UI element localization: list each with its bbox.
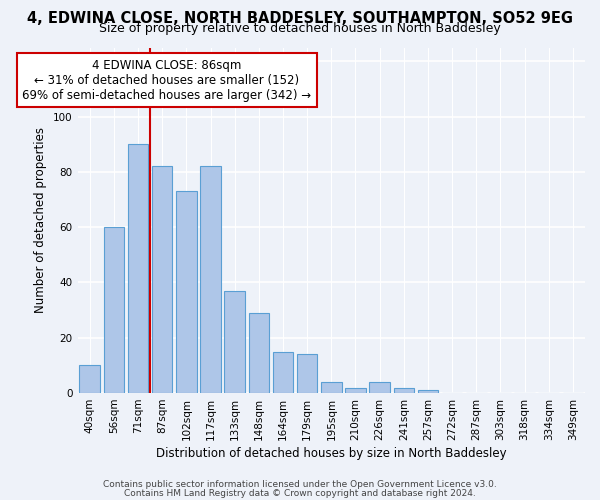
Text: Contains public sector information licensed under the Open Government Licence v3: Contains public sector information licen… (103, 480, 497, 489)
Bar (152, 166, 172, 393)
Bar (104, 227, 124, 393)
Text: 4, EDWINA CLOSE, NORTH BADDESLEY, SOUTHAMPTON, SO52 9EG: 4, EDWINA CLOSE, NORTH BADDESLEY, SOUTHA… (27, 11, 573, 26)
Text: 4 EDWINA CLOSE: 86sqm
← 31% of detached houses are smaller (152)
69% of semi-det: 4 EDWINA CLOSE: 86sqm ← 31% of detached … (22, 58, 311, 102)
Bar (394, 388, 414, 393)
X-axis label: Distribution of detached houses by size in North Baddesley: Distribution of detached houses by size … (156, 447, 506, 460)
Bar (224, 291, 245, 393)
Bar (273, 352, 293, 393)
Bar (176, 192, 197, 393)
Text: Size of property relative to detached houses in North Baddesley: Size of property relative to detached ho… (99, 22, 501, 35)
Y-axis label: Number of detached properties: Number of detached properties (34, 128, 47, 314)
Bar (345, 388, 366, 393)
Bar (79, 366, 100, 393)
Text: Contains HM Land Registry data © Crown copyright and database right 2024.: Contains HM Land Registry data © Crown c… (124, 488, 476, 498)
Bar (128, 144, 148, 393)
Bar (248, 313, 269, 393)
Bar (200, 166, 221, 393)
Bar (418, 390, 438, 393)
Bar (321, 382, 341, 393)
Bar (297, 354, 317, 393)
Bar (370, 382, 390, 393)
